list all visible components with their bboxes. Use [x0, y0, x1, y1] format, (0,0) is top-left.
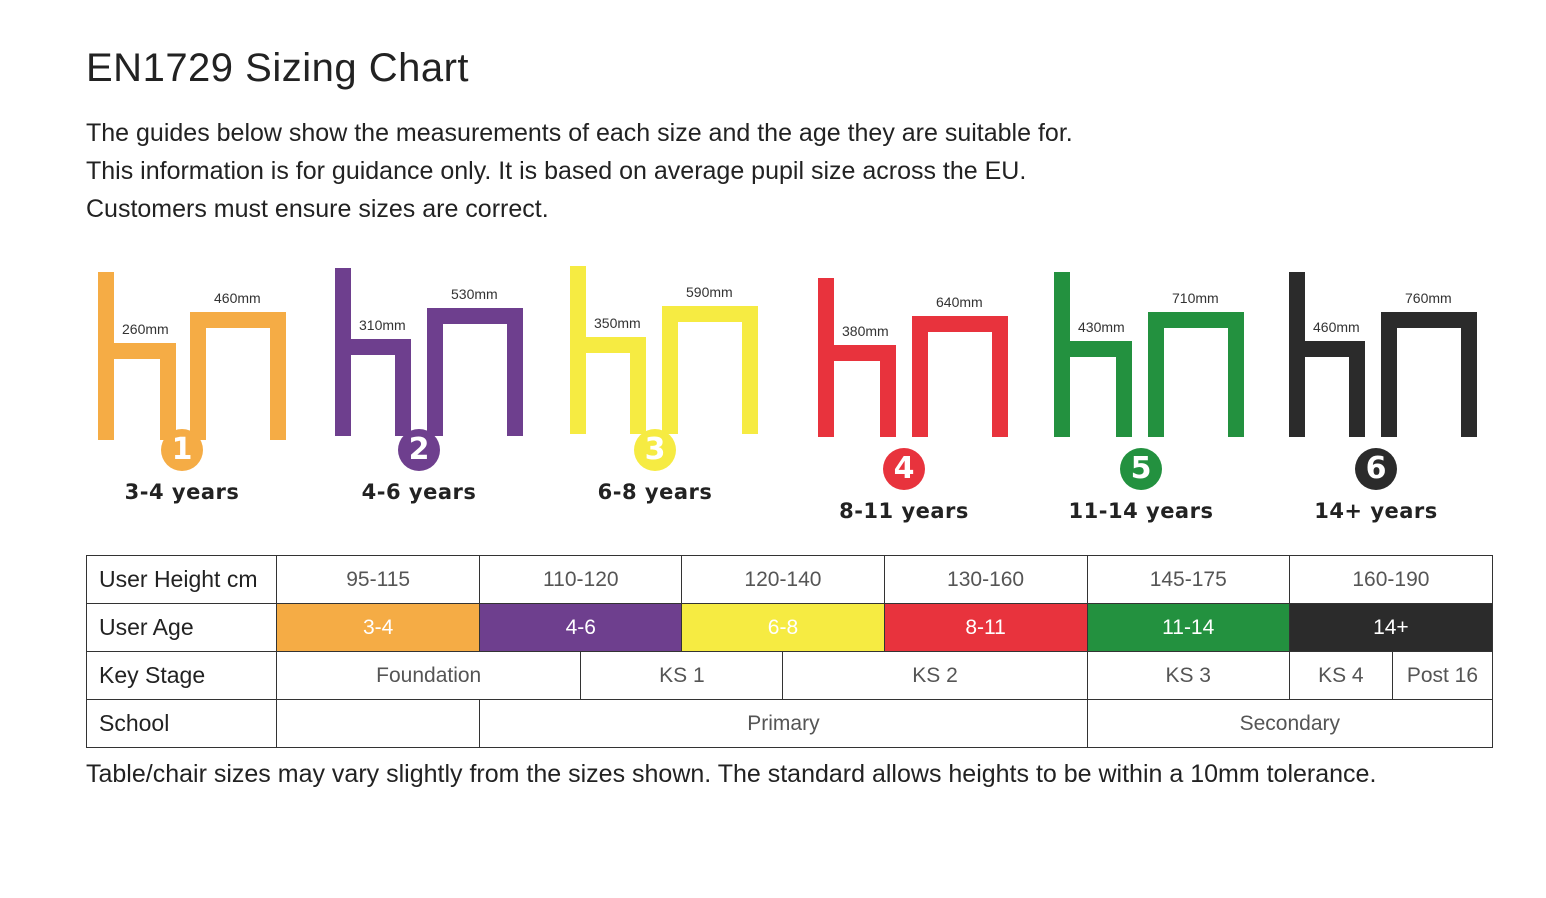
size-number-badge: 1 [161, 429, 203, 471]
chair-shape [1054, 272, 1132, 437]
chair-table-icon [335, 268, 523, 436]
table-height-label: 460mm [214, 290, 261, 306]
keystage-cell: KS 3 [1086, 651, 1290, 700]
table-height-label: 710mm [1172, 290, 1219, 306]
chair-table-icon [1289, 272, 1477, 437]
size-age-label: 11-14 years [1068, 499, 1214, 523]
chair-height-label: 380mm [842, 323, 889, 339]
intro-line: The guides below show the measurements o… [86, 119, 1073, 147]
keystage-cell: KS 2 [782, 651, 1088, 700]
size-number-badge: 6 [1355, 448, 1397, 490]
table-height-label: 530mm [451, 286, 498, 302]
chair-shape [818, 278, 896, 437]
size-age-label: 8-11 years [839, 499, 969, 523]
chair-shape [335, 268, 411, 436]
table-height-label: 760mm [1405, 290, 1452, 306]
age-cell: 4-6 [479, 603, 683, 652]
chair-shape [570, 266, 646, 434]
age-cell: 11-14 [1086, 603, 1290, 652]
table-shape [662, 306, 758, 434]
height-cell: 160-190 [1288, 555, 1494, 604]
table-shape [1381, 312, 1477, 437]
intro-line: This information is for guidance only. I… [86, 157, 1027, 185]
row-label-height: User Height cm [85, 555, 278, 604]
table-shape [427, 308, 523, 436]
size-age-label: 6-8 years [597, 480, 713, 504]
row-label-school: School [85, 699, 278, 748]
size-age-label: 14+ years [1314, 499, 1438, 523]
chair-table-icon [818, 278, 1008, 437]
chair-shape [1289, 272, 1365, 437]
keystage-row: Key Stage Foundation KS 1 KS 2 KS 3 KS 4… [85, 651, 1494, 700]
height-cell: 110-120 [479, 555, 683, 604]
height-cell: 120-140 [681, 555, 885, 604]
chair-table-icon [570, 266, 758, 434]
table-shape [190, 312, 286, 440]
size-number-badge: 2 [398, 429, 440, 471]
chair-table-icon [98, 272, 286, 440]
keystage-cell: KS 1 [580, 651, 784, 700]
school-cell: Primary [479, 699, 1088, 748]
intro-line: Customers must ensure sizes are correct. [86, 195, 549, 223]
height-cell: 145-175 [1086, 555, 1290, 604]
size-illustrations: 260mm 460mm 1 3-4 years 310mm 530mm 2 4-6 years… [0, 250, 1546, 540]
size-age-label: 4-6 years [361, 480, 477, 504]
chair-height-label: 260mm [122, 321, 169, 337]
row-label-keystage: Key Stage [85, 651, 278, 700]
size-number-badge: 5 [1120, 448, 1162, 490]
school-cell: Secondary [1086, 699, 1494, 748]
chair-shape [98, 272, 176, 440]
age-cell: 3-4 [276, 603, 481, 652]
school-cell [276, 699, 481, 748]
keystage-cell: Post 16 [1391, 651, 1494, 700]
tolerance-note: Table/chair sizes may vary slightly from… [86, 760, 1377, 788]
height-cell: 95-115 [276, 555, 481, 604]
age-cell: 8-11 [883, 603, 1088, 652]
sizing-table: User Height cm 95-115 110-120 120-140 13… [85, 555, 1494, 748]
keystage-cell: KS 4 [1288, 651, 1393, 700]
chair-height-label: 350mm [594, 315, 641, 331]
row-label-age: User Age [85, 603, 278, 652]
age-cell: 14+ [1288, 603, 1494, 652]
height-cell: 130-160 [883, 555, 1088, 604]
age-cell: 6-8 [681, 603, 885, 652]
table-height-label: 590mm [686, 284, 733, 300]
chair-height-label: 430mm [1078, 319, 1125, 335]
keystage-cell: Foundation [276, 651, 582, 700]
chair-height-label: 310mm [359, 317, 406, 333]
table-shape [1148, 312, 1244, 437]
intro-text: The guides below show the measurements o… [86, 114, 1073, 228]
age-row: User Age 3-4 4-6 6-8 8-11 11-14 14+ [85, 603, 1494, 652]
size-number-badge: 3 [634, 429, 676, 471]
school-row: School Primary Secondary [85, 699, 1494, 748]
size-age-label: 3-4 years [124, 480, 240, 504]
height-row: User Height cm 95-115 110-120 120-140 13… [85, 555, 1494, 604]
table-height-label: 640mm [936, 294, 983, 310]
table-shape [912, 316, 1008, 437]
size-number-badge: 4 [883, 448, 925, 490]
chair-table-icon [1054, 272, 1244, 437]
page-title: EN1729 Sizing Chart [86, 46, 470, 90]
chair-height-label: 460mm [1313, 319, 1360, 335]
